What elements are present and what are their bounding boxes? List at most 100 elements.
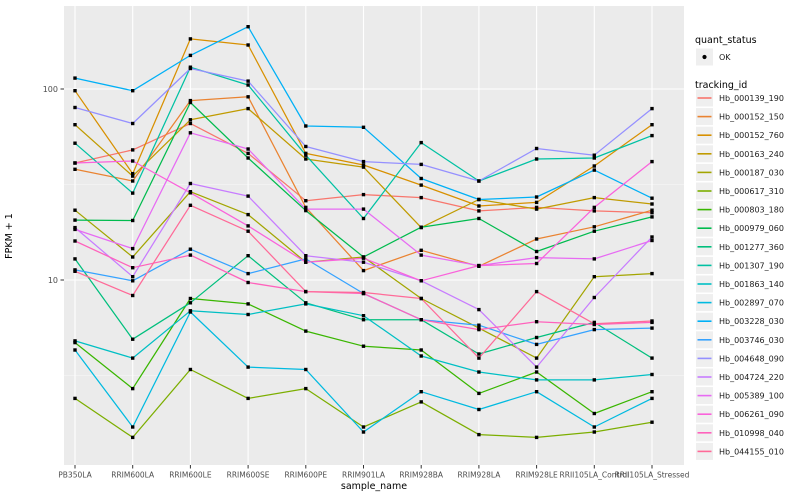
data-point xyxy=(246,271,250,276)
data-point xyxy=(304,157,308,161)
data-point xyxy=(361,163,366,167)
legend-title-quant-status: quant_status xyxy=(695,35,757,46)
data-point xyxy=(131,275,135,279)
data-point xyxy=(246,212,250,217)
data-point xyxy=(188,53,193,58)
data-point xyxy=(188,131,193,135)
data-point xyxy=(592,430,596,434)
data-point xyxy=(534,320,539,324)
legend-label-Hb_006261_090: Hb_006261_090 xyxy=(719,410,784,419)
data-point xyxy=(477,204,481,208)
grid-minor xyxy=(64,184,684,376)
data-point xyxy=(361,125,366,129)
legend-label-Hb_001307_190: Hb_001307_190 xyxy=(719,261,784,270)
series-markers xyxy=(73,25,654,440)
data-point xyxy=(534,146,539,151)
data-point xyxy=(246,254,250,258)
data-point xyxy=(73,105,77,110)
legend-label-Hb_001863_140: Hb_001863_140 xyxy=(719,280,784,289)
data-point xyxy=(592,322,596,326)
data-point xyxy=(188,191,193,195)
axis-ticks xyxy=(60,88,653,469)
data-point xyxy=(592,257,596,261)
data-point xyxy=(650,106,654,111)
data-point xyxy=(131,121,135,126)
data-point xyxy=(304,254,308,258)
data-point xyxy=(73,225,77,230)
data-point xyxy=(592,209,596,213)
data-point xyxy=(592,153,596,157)
data-point xyxy=(419,183,423,187)
data-point xyxy=(246,147,250,151)
legend-label-Hb_001277_360: Hb_001277_360 xyxy=(719,243,784,252)
data-point xyxy=(131,89,135,93)
data-point xyxy=(361,425,366,429)
data-point xyxy=(477,327,481,332)
legend-quant-status: OK xyxy=(696,48,731,66)
data-point xyxy=(361,290,366,295)
data-point xyxy=(361,314,366,318)
data-point xyxy=(73,218,77,222)
data-point xyxy=(188,310,193,314)
x-tick-label-RRIM600LE: RRIM600LE xyxy=(169,471,212,480)
data-point xyxy=(592,205,596,210)
data-point xyxy=(361,430,366,434)
data-point xyxy=(304,302,308,306)
data-point xyxy=(131,266,135,270)
legend-label-Hb_004648_090: Hb_004648_090 xyxy=(719,354,784,363)
data-point xyxy=(188,118,193,122)
data-point xyxy=(131,174,135,178)
x-tick-label-RRII105LA_Stressed: RRII105LA_Stressed xyxy=(615,471,690,480)
legend-title-tracking-id: tracking_id xyxy=(695,80,747,91)
data-point xyxy=(131,148,135,152)
data-point xyxy=(534,390,539,394)
data-point xyxy=(131,218,135,223)
data-point xyxy=(361,268,366,273)
x-tick-label-PB350LA: PB350LA xyxy=(58,471,92,480)
data-point xyxy=(419,248,423,252)
data-point xyxy=(188,100,193,105)
x-tick-label-RRIM600PE: RRIM600PE xyxy=(284,471,327,480)
data-point xyxy=(361,260,366,264)
x-tick-label-RRII105LA_Control: RRII105LA_Control xyxy=(560,471,630,480)
data-point xyxy=(477,352,481,356)
data-point xyxy=(419,354,423,358)
data-point xyxy=(534,365,539,369)
data-point xyxy=(534,200,539,205)
data-point xyxy=(361,207,366,211)
data-point xyxy=(419,225,423,229)
data-point xyxy=(304,124,308,128)
data-point xyxy=(534,335,539,340)
data-point xyxy=(592,425,596,429)
data-point xyxy=(188,121,193,126)
data-point xyxy=(650,133,654,138)
legend-label-Hb_044155_010: Hb_044155_010 xyxy=(719,447,784,456)
data-point xyxy=(419,195,423,200)
x-tick-label-RRIM901LA: RRIM901LA xyxy=(342,471,386,480)
x-axis-tick-labels: PB350LA RRIM600LA RRIM600LE RRIM600SE RRIM60… xyxy=(58,471,689,480)
data-point xyxy=(650,123,654,127)
data-point xyxy=(534,342,539,347)
data-point xyxy=(188,98,193,103)
data-point xyxy=(534,207,539,211)
data-point xyxy=(188,301,193,305)
data-point xyxy=(477,391,481,396)
data-point xyxy=(419,348,423,352)
data-point xyxy=(419,176,423,181)
data-point xyxy=(73,339,77,343)
data-point xyxy=(534,255,539,260)
data-point xyxy=(131,293,135,298)
data-point xyxy=(361,318,366,322)
data-point xyxy=(188,203,193,207)
data-point xyxy=(650,208,654,212)
data-point xyxy=(188,296,193,301)
data-point xyxy=(650,356,654,360)
data-point xyxy=(131,337,135,341)
y-tick-label-100: 100 xyxy=(43,85,58,94)
data-point xyxy=(419,400,423,404)
data-point xyxy=(419,279,423,283)
data-point xyxy=(419,318,423,322)
x-tick-label-RRIM600SE: RRIM600SE xyxy=(227,471,270,480)
data-point xyxy=(650,238,654,243)
data-point xyxy=(592,378,596,382)
